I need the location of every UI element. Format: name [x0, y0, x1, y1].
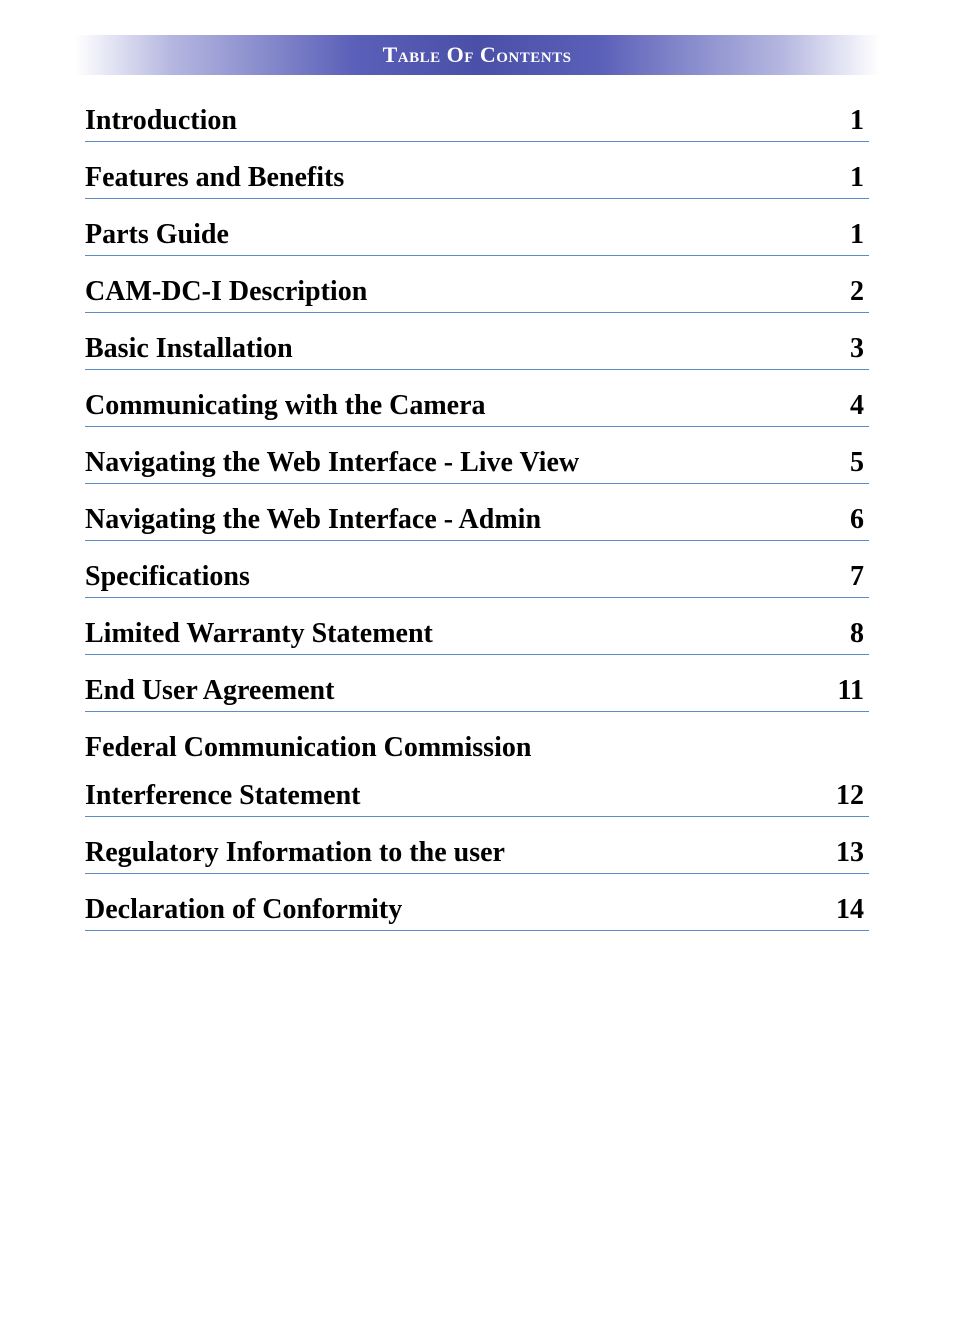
toc-entry-web-admin[interactable]: Navigating the Web Interface - Admin 6: [85, 504, 869, 541]
toc-entry-declaration-conformity[interactable]: Declaration of Conformity 14: [85, 894, 869, 931]
toc-entry-basic-installation[interactable]: Basic Installation 3: [85, 333, 869, 370]
toc-page: 14: [836, 894, 869, 926]
toc-title: Limited Warranty Statement: [85, 618, 433, 650]
toc-entry-cam-description[interactable]: CAM-DC-I Description 2: [85, 276, 869, 313]
toc-page: 5: [850, 447, 869, 479]
toc-title: Basic Installation: [85, 333, 293, 365]
toc-entry-warranty[interactable]: Limited Warranty Statement 8: [85, 618, 869, 655]
toc-entry-parts-guide[interactable]: Parts Guide 1: [85, 219, 869, 256]
toc-title: Features and Benefits: [85, 162, 344, 194]
toc-page: 12: [836, 780, 869, 812]
toc-title: Introduction: [85, 105, 237, 137]
toc-page: 13: [836, 837, 869, 869]
toc-entry-features[interactable]: Features and Benefits 1: [85, 162, 869, 199]
toc-title: Interference Statement: [85, 780, 360, 812]
toc-page: 11: [838, 675, 869, 707]
toc-entry-interference-statement[interactable]: Interference Statement 12: [85, 780, 869, 817]
toc-page: 1: [850, 105, 869, 137]
toc-title: Parts Guide: [85, 219, 229, 251]
toc-title: CAM-DC-I Description: [85, 276, 367, 308]
header-title: Table Of Contents: [383, 42, 572, 68]
toc-page: 2: [850, 276, 869, 308]
header-bar: Table Of Contents: [75, 35, 879, 75]
toc-page: 7: [850, 561, 869, 593]
toc-entry-web-live-view[interactable]: Navigating the Web Interface - Live View…: [85, 447, 869, 484]
toc-title: Navigating the Web Interface - Live View: [85, 447, 579, 479]
toc-title: Navigating the Web Interface - Admin: [85, 504, 541, 536]
toc-page: 6: [850, 504, 869, 536]
toc-title: Communicating with the Camera: [85, 390, 486, 422]
toc-entry-regulatory-info[interactable]: Regulatory Information to the user 13: [85, 837, 869, 874]
toc-title: Specifications: [85, 561, 250, 593]
toc-page: 1: [850, 162, 869, 194]
toc-entry-introduction[interactable]: Introduction 1: [85, 105, 869, 142]
toc-container: Introduction 1 Features and Benefits 1 P…: [0, 75, 954, 931]
toc-entry-specifications[interactable]: Specifications 7: [85, 561, 869, 598]
toc-title: Declaration of Conformity: [85, 894, 402, 926]
toc-entry-end-user-agreement[interactable]: End User Agreement 11: [85, 675, 869, 712]
toc-page: 8: [850, 618, 869, 650]
toc-page: 4: [850, 390, 869, 422]
toc-page: 1: [850, 219, 869, 251]
toc-entry-communicating[interactable]: Communicating with the Camera 4: [85, 390, 869, 427]
toc-entry-fcc-heading: Federal Communication Commission: [85, 732, 869, 764]
toc-title: Federal Communication Commission: [85, 732, 531, 764]
toc-title: End User Agreement: [85, 675, 334, 707]
toc-page: 3: [850, 333, 869, 365]
toc-title: Regulatory Information to the user: [85, 837, 505, 869]
